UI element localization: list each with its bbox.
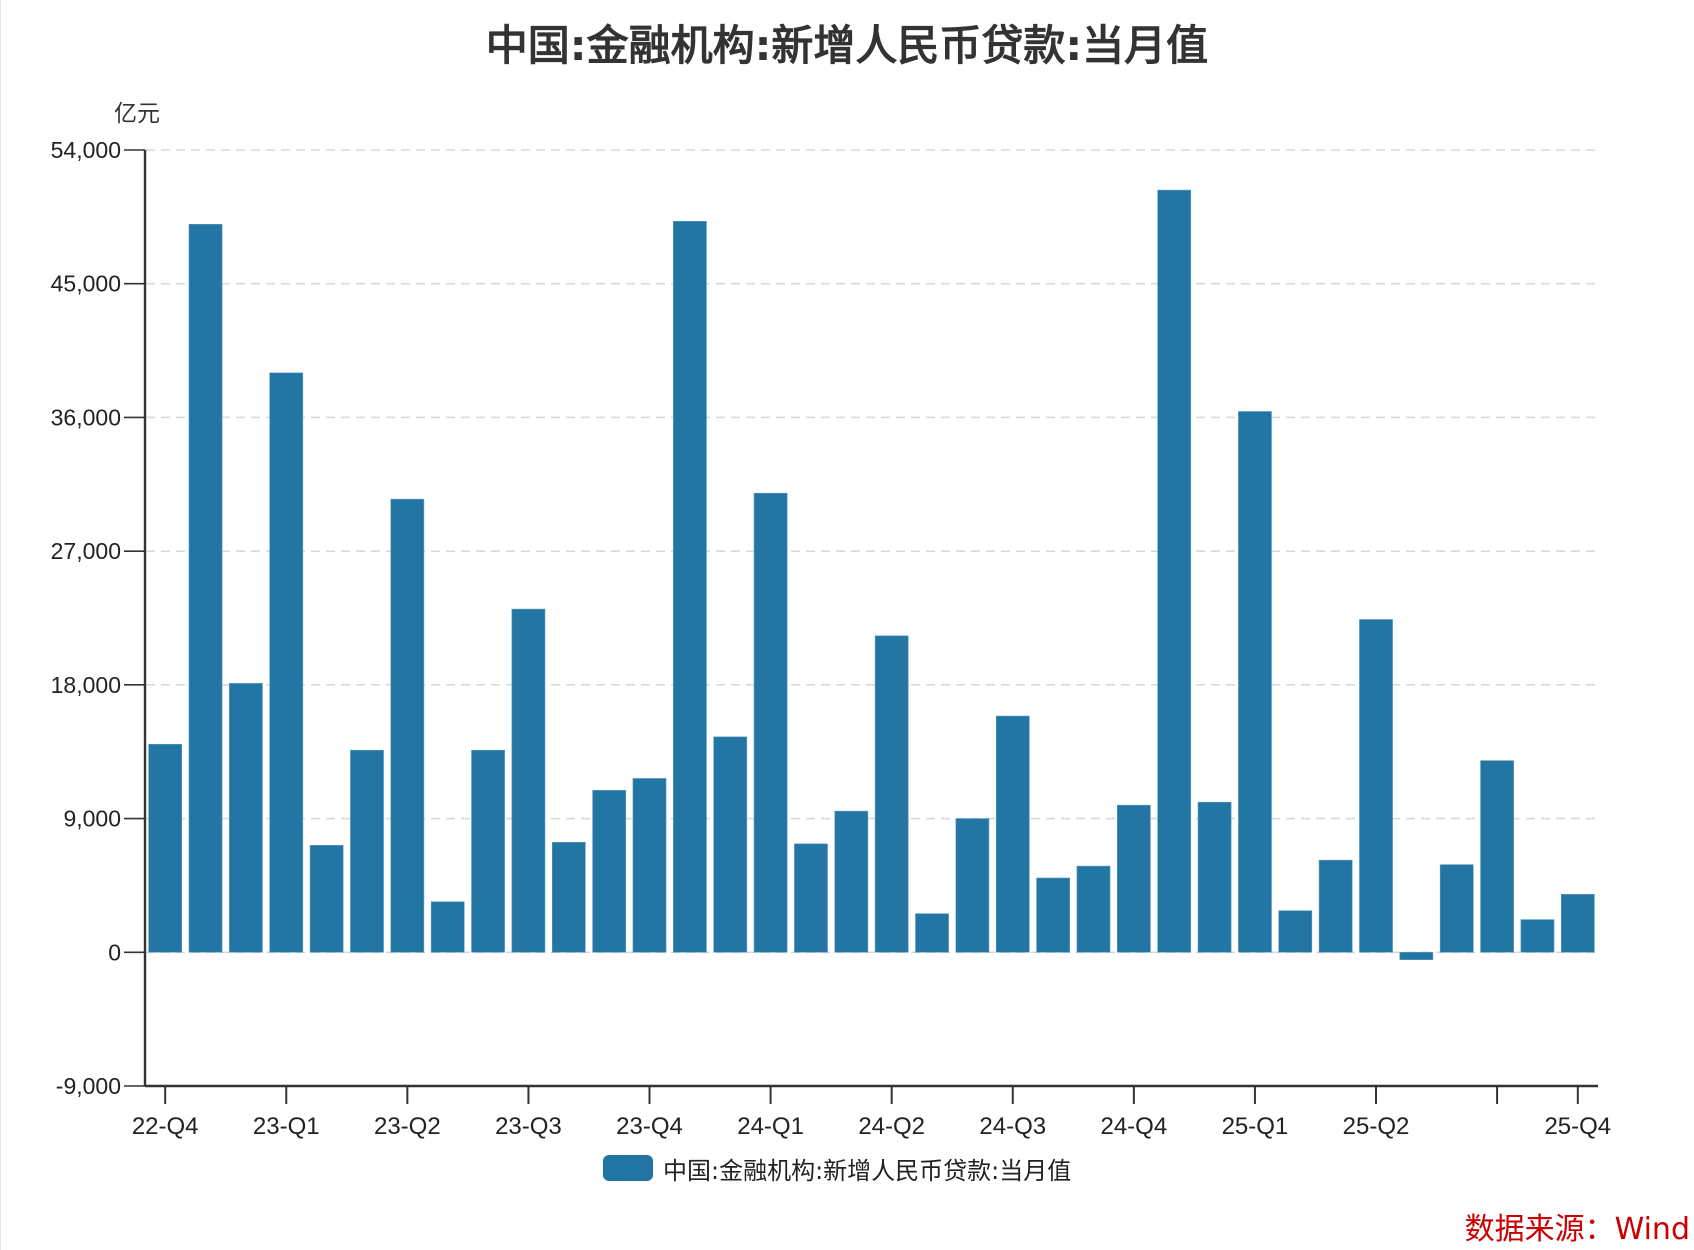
bar-series — [148, 189, 1595, 961]
bar — [1076, 865, 1111, 953]
bar — [632, 778, 667, 953]
x-tick-label: 23-Q3 — [495, 1113, 562, 1140]
bar — [148, 743, 183, 953]
bar — [1520, 919, 1555, 953]
bar — [874, 635, 909, 953]
bar — [995, 715, 1030, 953]
y-tick-label: 45,000 — [51, 271, 121, 297]
bar — [1359, 619, 1393, 953]
x-tick-label: 25-Q2 — [1343, 1113, 1410, 1140]
x-tick-label: 22-Q4 — [132, 1113, 199, 1140]
bar — [188, 223, 223, 953]
x-tick-label: 23-Q2 — [374, 1113, 441, 1140]
bar — [713, 736, 748, 953]
x-tick-label: 25-Q4 — [1544, 1113, 1611, 1140]
legend-swatch — [603, 1155, 653, 1181]
data-source-note: 数据来源：Wind — [1464, 1212, 1690, 1247]
bar — [1157, 189, 1192, 953]
bar — [551, 842, 586, 953]
bar — [1480, 760, 1514, 953]
y-tick-label: 18,000 — [51, 672, 121, 698]
y-tick-label: 0 — [108, 939, 121, 965]
bar — [430, 901, 465, 953]
bar — [511, 608, 546, 953]
bar — [1439, 864, 1474, 953]
bar — [794, 843, 828, 953]
x-tick-label: 24-Q2 — [858, 1113, 925, 1140]
bar — [1399, 951, 1434, 961]
y-tick-label: 27,000 — [51, 538, 121, 564]
gridlines — [146, 149, 1598, 954]
x-tick-label: 24-Q1 — [737, 1113, 804, 1140]
y-axis-unit-label: 亿元 — [114, 101, 160, 127]
y-tick-label: 54,000 — [51, 137, 121, 163]
x-tick-label: 23-Q4 — [616, 1113, 683, 1140]
x-tick-label: 23-Q1 — [253, 1113, 320, 1140]
legend-label: 中国:金融机构:新增人民币贷款:当月值 — [663, 1156, 1072, 1185]
axes — [124, 149, 1598, 1104]
x-tick-label: 24-Q4 — [1100, 1113, 1167, 1140]
x-tick-label: 24-Q3 — [979, 1113, 1046, 1140]
bar — [915, 913, 949, 953]
bar — [955, 818, 990, 953]
y-tick-label: -9,000 — [56, 1073, 121, 1099]
bar — [471, 749, 505, 953]
bar — [1238, 411, 1272, 953]
y-axis-tick-labels: -9,000 0 9,000 18,000 27,000 36,000 45,000 54,0… — [51, 137, 121, 1099]
x-tick-label: 25-Q1 — [1222, 1113, 1289, 1140]
chart-title: 中国:金融机构:新增人民币贷款:当月值 — [485, 21, 1209, 70]
bar — [1116, 804, 1151, 953]
bar — [673, 221, 707, 953]
bar — [229, 683, 263, 953]
bar — [390, 498, 425, 953]
bar — [753, 492, 788, 953]
bar — [592, 790, 627, 953]
bar — [1318, 859, 1353, 953]
bar — [309, 845, 344, 953]
bar — [269, 372, 304, 953]
x-axis-tick-labels: 22-Q4 23-Q1 23-Q2 23-Q3 23-Q4 24-Q1 24-Q2 24-Q3… — [132, 1113, 1611, 1140]
y-tick-label: 36,000 — [51, 404, 121, 430]
legend-item[interactable]: 中国:金融机构:新增人民币贷款:当月值 — [603, 1152, 1072, 1185]
bar — [1560, 894, 1595, 953]
bar — [834, 810, 869, 953]
bar — [1278, 910, 1313, 953]
bar — [1036, 877, 1070, 953]
y-tick-label: 9,000 — [63, 806, 121, 832]
bar — [1197, 801, 1232, 953]
bar — [350, 749, 384, 953]
